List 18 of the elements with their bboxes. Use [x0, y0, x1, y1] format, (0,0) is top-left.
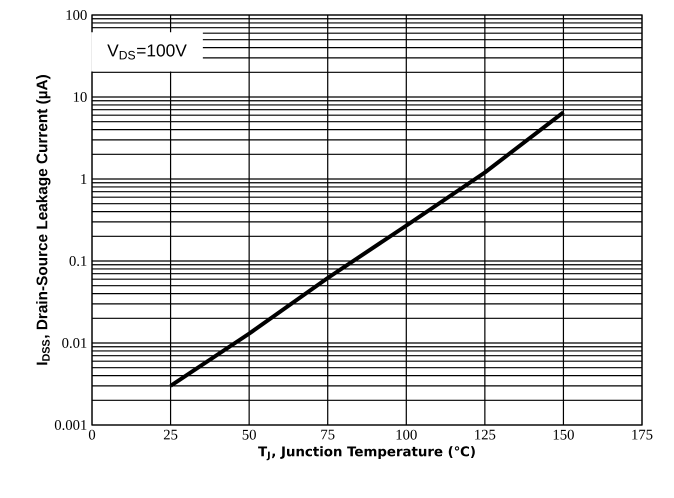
- y-tick-label: 1: [81, 174, 86, 184]
- x-axis-title: T$_{J}$, Junction Temperature (℃): [258, 446, 475, 460]
- x-tick-label: 50: [242, 430, 256, 440]
- x-tick-label: 0: [88, 430, 96, 440]
- x-tick-label: 25: [164, 430, 178, 440]
- y-axis-title: I$_{DSS}$, Drain-Source Leakage Current (µA): [36, 75, 50, 365]
- y-tick-label: 100: [66, 10, 87, 20]
- annotation: V$_{DS}$=100V: [107, 44, 187, 60]
- y-tick-label: 0.01: [62, 338, 86, 348]
- x-tick-label: 75: [321, 430, 334, 440]
- x-tick-label: 100: [396, 430, 417, 440]
- line-series: [168, 110, 566, 388]
- x-tick-label: 175: [632, 430, 652, 440]
- y-tick-label: 10: [74, 92, 87, 102]
- x-tick-label: 150: [554, 430, 574, 440]
- x-tick-label: 125: [475, 430, 496, 440]
- y-tick-label: 0.1: [70, 256, 86, 266]
- y-tick-label: 0.001: [54, 420, 86, 430]
